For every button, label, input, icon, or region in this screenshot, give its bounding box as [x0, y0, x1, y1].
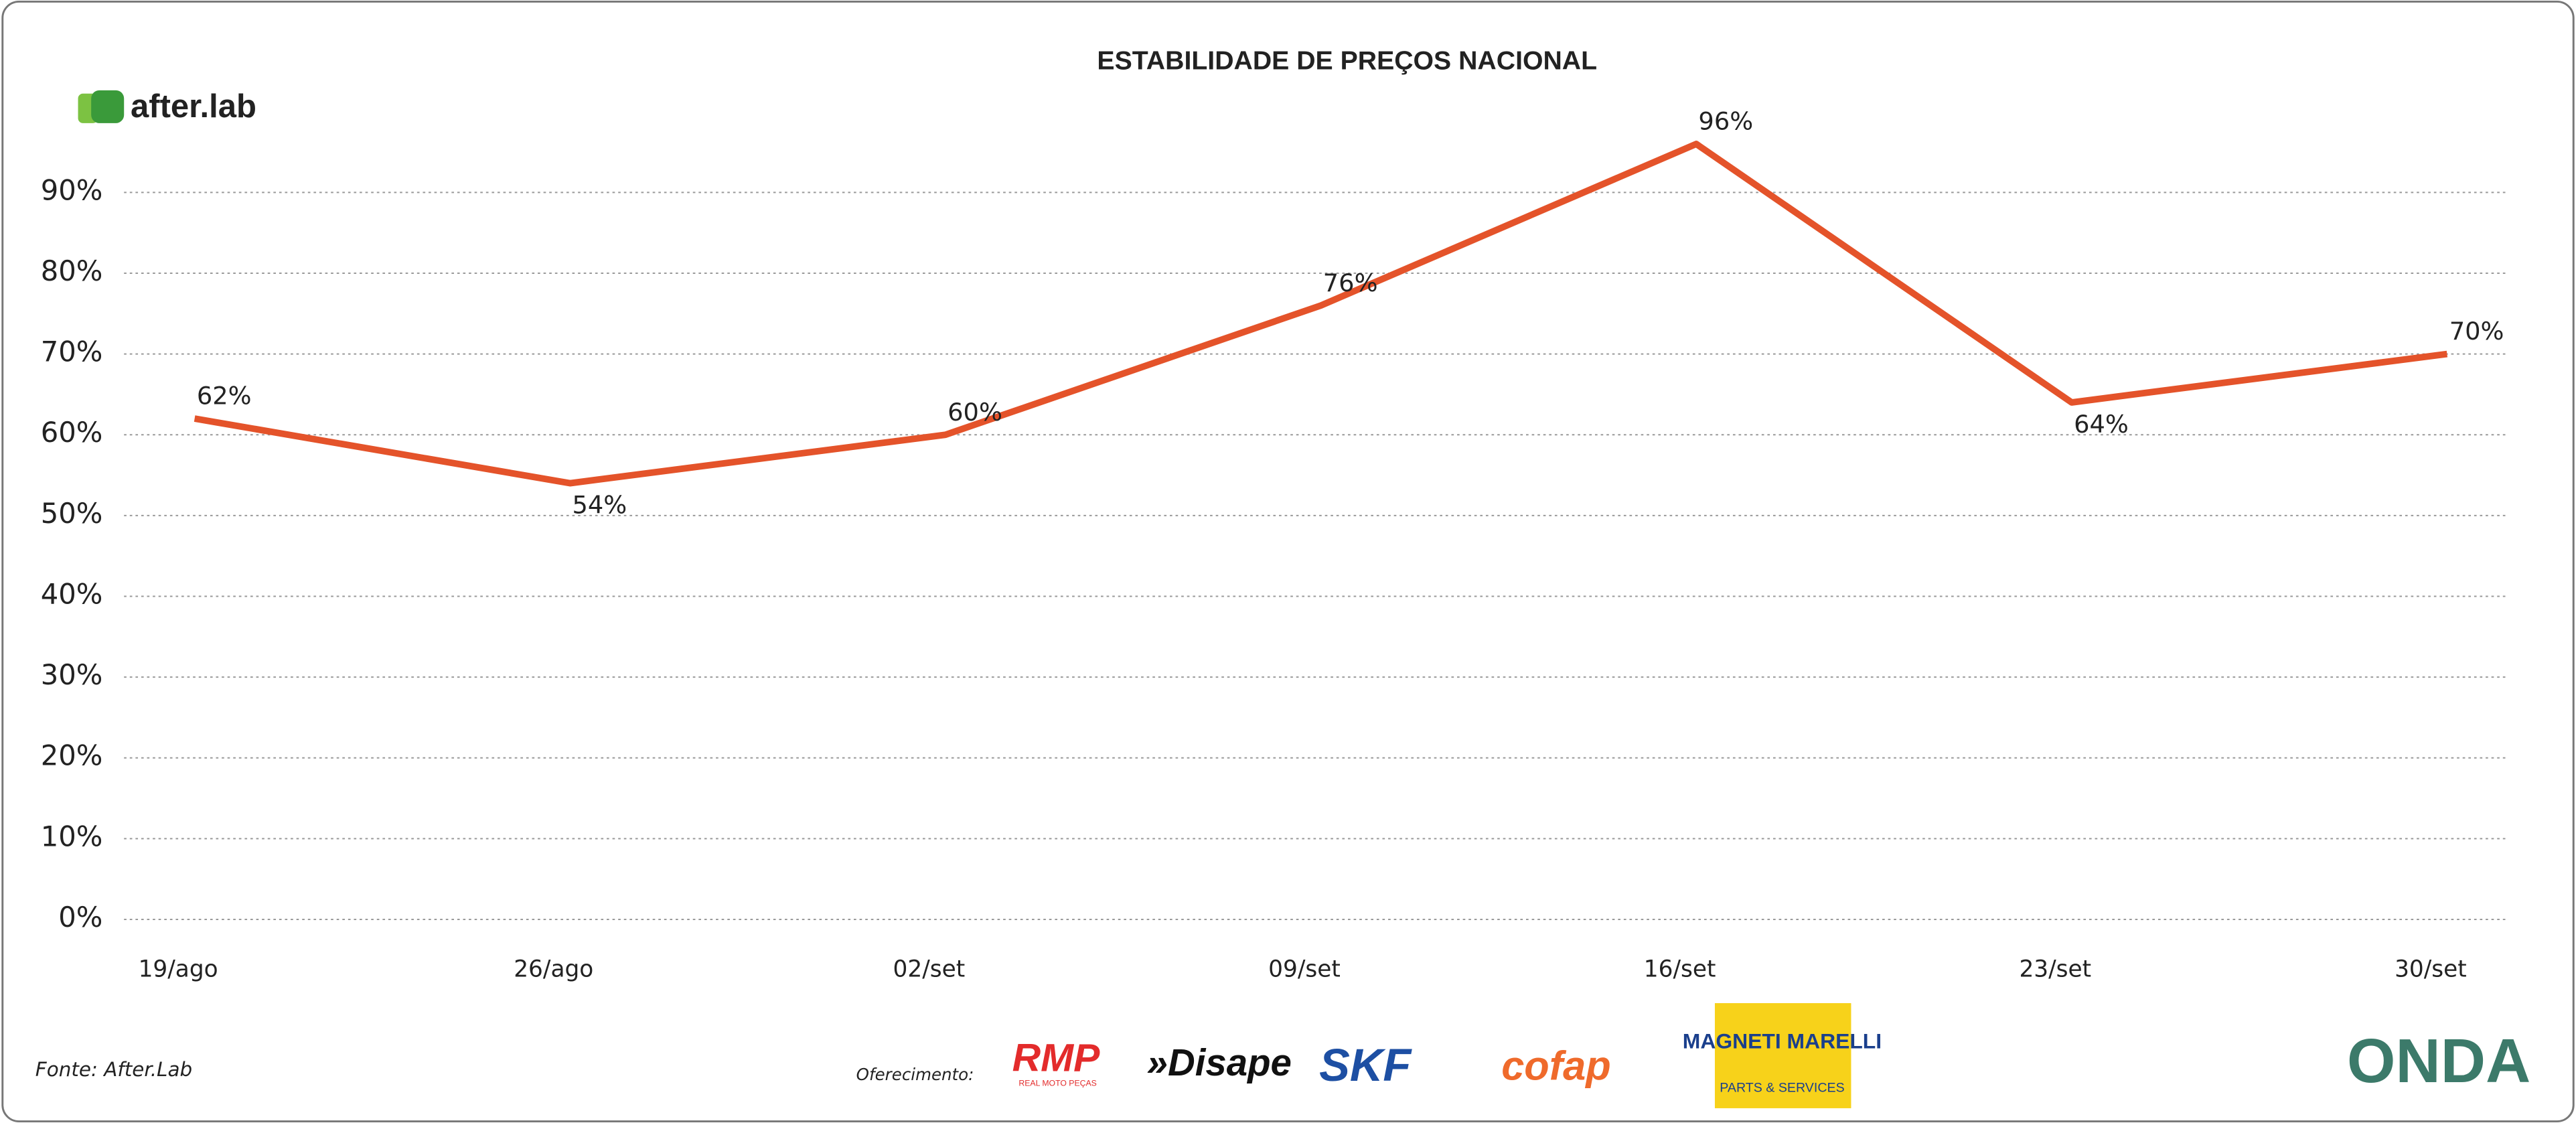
- source: Fonte: After.Lab: [35, 1058, 192, 1081]
- y-tick-label: 0%: [58, 901, 102, 933]
- y-tick-label: 80%: [41, 254, 103, 287]
- x-tick-label: 16/set: [1644, 956, 1716, 982]
- logo-icon: [91, 90, 125, 123]
- x-tick-label: 23/set: [2019, 956, 2091, 982]
- data-label: 60%: [948, 398, 1002, 427]
- sponsor: »Disape: [1147, 1041, 1292, 1083]
- data-label: 54%: [573, 490, 627, 519]
- chart-title: ESTABILIDADE DE PREÇOS NACIONAL: [1097, 46, 1597, 76]
- y-tick-label: 20%: [41, 739, 103, 772]
- sponsor: RMP: [1012, 1036, 1100, 1079]
- sponsors: RMP REAL MOTO PEÇAS »Disape SKF cofap MA…: [1012, 1003, 2530, 1108]
- data-label: 64%: [2074, 410, 2129, 439]
- data-label: 76%: [1323, 269, 1378, 297]
- sponsor: SKF: [1319, 1039, 1412, 1091]
- x-tick-label: 30/set: [2395, 956, 2467, 982]
- y-tick-label: 70%: [41, 335, 103, 368]
- y-tick-label: 90%: [41, 173, 103, 206]
- x-tick-label: 19/ago: [139, 956, 218, 982]
- sponsor: PARTS & SERVICES: [1720, 1081, 1844, 1096]
- sponsor-badge: [1714, 1003, 1851, 1108]
- sponsor: MAGNETI MARELLI: [1683, 1029, 1882, 1053]
- sponsor: REAL MOTO PEÇAS: [1018, 1078, 1096, 1088]
- data-label: 70%: [2449, 317, 2504, 346]
- sponsor-intro: Oferecimento:: [856, 1065, 974, 1084]
- sponsor: cofap: [1501, 1043, 1610, 1088]
- y-tick-label: 60%: [41, 416, 103, 449]
- data-label: 62%: [197, 382, 252, 410]
- brand: after.lab: [131, 88, 256, 125]
- y-tick-label: 10%: [41, 820, 103, 852]
- brand-logo: after.lab: [78, 88, 256, 125]
- x-tick-label: 09/set: [1268, 956, 1341, 982]
- data-label: 96%: [1698, 107, 1753, 136]
- sponsor: ONDA: [2347, 1026, 2530, 1096]
- y-tick-label: 50%: [41, 497, 103, 530]
- x-tick-label: 26/ago: [514, 956, 593, 982]
- y-tick-label: 30%: [41, 658, 103, 691]
- y-tick-label: 40%: [41, 577, 103, 610]
- x-tick-label: 02/set: [893, 956, 966, 982]
- data-line: [194, 141, 2448, 487]
